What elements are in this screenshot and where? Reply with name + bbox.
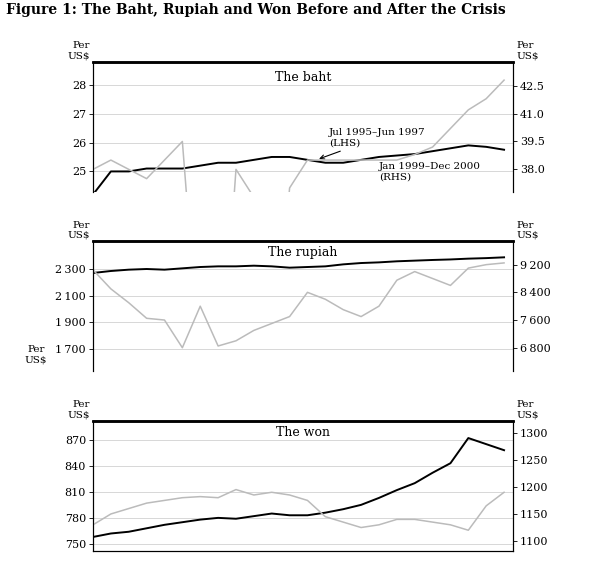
Text: Per
US$: Per US$ — [67, 41, 90, 60]
Text: Jul 1995–Jun 1997
(LHS): Jul 1995–Jun 1997 (LHS) — [320, 128, 425, 159]
Text: Per
US$: Per US$ — [67, 220, 90, 240]
Text: The baht: The baht — [275, 71, 331, 84]
Text: Per
US$: Per US$ — [516, 41, 539, 60]
Text: The rupiah: The rupiah — [268, 246, 338, 260]
Text: Per
US$: Per US$ — [516, 400, 539, 420]
Text: Per
US$: Per US$ — [67, 400, 90, 420]
Text: Per
US$: Per US$ — [516, 220, 539, 240]
Text: Jan 1999–Dec 2000
(RHS): Jan 1999–Dec 2000 (RHS) — [379, 162, 481, 182]
Text: The won: The won — [276, 426, 330, 439]
Text: Per
US$: Per US$ — [25, 345, 47, 364]
Text: Figure 1: The Baht, Rupiah and Won Before and After the Crisis: Figure 1: The Baht, Rupiah and Won Befor… — [6, 3, 506, 17]
